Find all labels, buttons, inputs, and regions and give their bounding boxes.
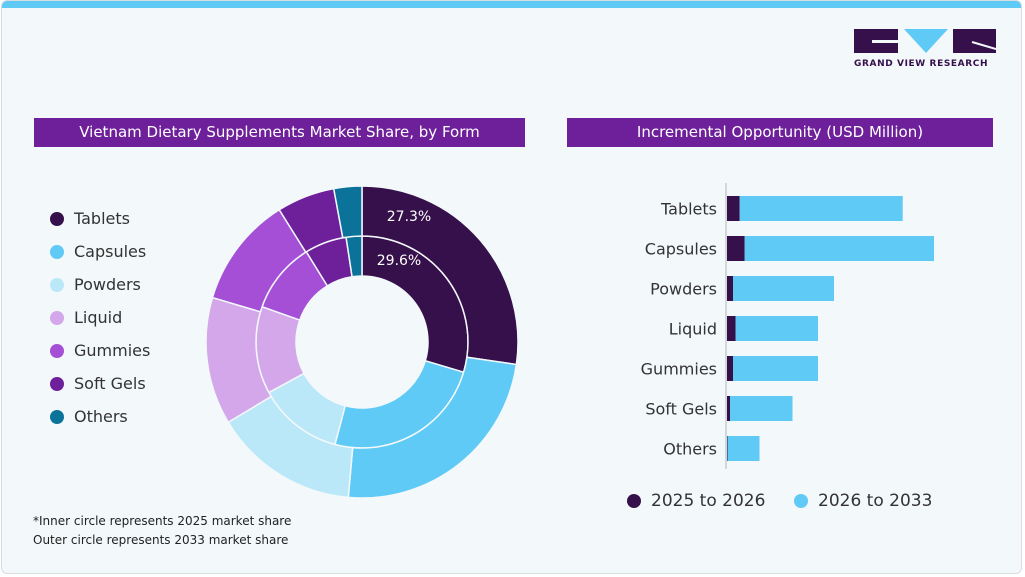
slice-outer-others <box>332 185 363 239</box>
legend-label: Others <box>74 407 128 426</box>
category-label: Gummies <box>641 360 717 379</box>
legend-item-tablets: Tablets <box>50 202 150 235</box>
category-label: Tablets <box>660 200 717 219</box>
legend-item-others: Others <box>50 400 150 433</box>
note-outer: Outer circle represents 2033 market shar… <box>33 533 289 547</box>
category-label: Powders <box>650 280 717 299</box>
legend-swatch <box>50 409 64 424</box>
bar-liquid-series-0 <box>727 316 736 341</box>
donut-legend: Tablets Capsules Powders Liquid Gummies Soft … <box>50 202 150 433</box>
note-inner: *Inner circle represents 2025 market sha… <box>33 514 292 528</box>
legend-item-capsules: Capsules <box>50 235 150 268</box>
category-label: Capsules <box>645 240 717 259</box>
bar-others-series-1 <box>727 436 760 461</box>
legend-label: Liquid <box>74 308 123 327</box>
legend-item-2025-2026: 2025 to 2026 <box>627 491 765 511</box>
legend-label: Capsules <box>74 242 147 261</box>
category-label: Soft Gels <box>645 400 717 419</box>
legend-label: Gummies <box>74 341 151 360</box>
bar-capsules-series-0 <box>727 236 745 261</box>
bar-tablets-series-1 <box>739 196 903 221</box>
bar-capsules-series-1 <box>744 236 934 261</box>
top-accent-bar <box>2 1 1021 8</box>
legend-label: 2026 to 2033 <box>818 491 933 511</box>
bar-gummies-series-0 <box>727 356 733 381</box>
legend-label: Tablets <box>74 209 130 228</box>
legend-swatch <box>50 310 64 325</box>
bar-soft-gels-series-0 <box>727 396 730 421</box>
legend-swatch <box>50 244 64 259</box>
legend-item-soft-gels: Soft Gels <box>50 367 150 400</box>
legend-swatch <box>50 376 64 391</box>
legend-item-liquid: Liquid <box>50 301 150 334</box>
legend-label: Powders <box>74 275 141 294</box>
bar-gummies-series-1 <box>733 356 818 381</box>
bar-soft-gels-series-1 <box>730 396 793 421</box>
category-label: Liquid <box>669 320 717 339</box>
legend-label: Soft Gels <box>74 374 146 393</box>
legend-item-powders: Powders <box>50 268 150 301</box>
legend-item-gummies: Gummies <box>50 334 150 367</box>
grand-view-research-logo <box>854 29 996 53</box>
legend-swatch <box>794 494 808 508</box>
legend-swatch <box>50 211 64 226</box>
legend-swatch <box>50 277 64 292</box>
bar-tablets-series-0 <box>727 196 740 221</box>
category-label: Others <box>663 440 717 459</box>
bar-others-series-0 <box>727 436 728 461</box>
bar-liquid-series-1 <box>735 316 818 341</box>
brand-name: GRAND VIEW RESEARCH <box>854 59 989 69</box>
outer-tablets-label: 27.3% <box>387 209 431 225</box>
inner-tablets-label: 29.6% <box>377 253 421 269</box>
bar-powders-series-1 <box>733 276 834 301</box>
legend-swatch <box>50 343 64 358</box>
legend-label: 2025 to 2026 <box>651 491 766 511</box>
right-chart-header: Incremental Opportunity (USD Million) <box>567 118 993 147</box>
bar-powders-series-0 <box>727 276 733 301</box>
legend-swatch <box>627 494 641 508</box>
legend-item-2026-2033: 2026 to 2033 <box>794 491 932 511</box>
left-chart-header: Vietnam Dietary Supplements Market Share… <box>34 118 525 147</box>
